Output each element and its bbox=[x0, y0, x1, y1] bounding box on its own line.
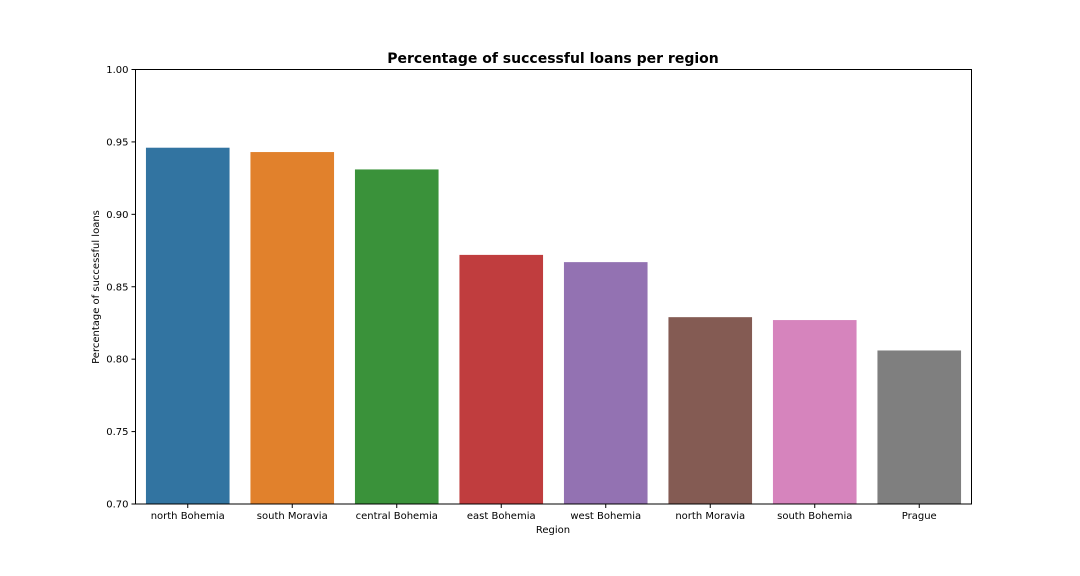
bar-1 bbox=[250, 152, 335, 504]
bar-5 bbox=[668, 317, 753, 504]
bar-3 bbox=[459, 254, 544, 504]
y-axis: 0.70 0.75 0.80 0.85 0.90 0.95 1.00 bbox=[106, 65, 136, 511]
y-tick-label: 0.90 bbox=[106, 210, 128, 221]
y-tick-label: 0.80 bbox=[106, 355, 128, 366]
x-tick-label: central Bohemia bbox=[356, 511, 438, 522]
x-tick-label: south Moravia bbox=[257, 511, 328, 522]
x-tick-label: west Bohemia bbox=[570, 511, 641, 522]
y-tick-label: 0.75 bbox=[106, 427, 128, 438]
x-tick-label: north Moravia bbox=[675, 511, 745, 522]
x-tick-label: east Bohemia bbox=[467, 511, 536, 522]
x-axis-label: Region bbox=[536, 525, 570, 536]
bar-4 bbox=[563, 262, 648, 504]
bar-7 bbox=[877, 350, 962, 504]
bar-0 bbox=[145, 147, 230, 504]
x-tick-label: north Bohemia bbox=[151, 511, 225, 522]
bars-layer bbox=[145, 147, 962, 504]
x-tick-label: Prague bbox=[902, 511, 937, 522]
bar-2 bbox=[354, 169, 439, 504]
x-tick-label: south Bohemia bbox=[777, 511, 852, 522]
bar-6 bbox=[772, 320, 857, 504]
x-axis: north Bohemia south Moravia central Bohemi… bbox=[151, 504, 937, 522]
y-tick-label: 1.00 bbox=[106, 65, 128, 76]
y-tick-label: 0.95 bbox=[106, 137, 128, 148]
y-tick-label: 0.70 bbox=[106, 500, 128, 511]
y-axis-label: Percentage of successful loans bbox=[91, 210, 102, 364]
chart-title: Percentage of successful loans per regio… bbox=[387, 51, 718, 67]
y-tick-label: 0.85 bbox=[106, 282, 128, 293]
